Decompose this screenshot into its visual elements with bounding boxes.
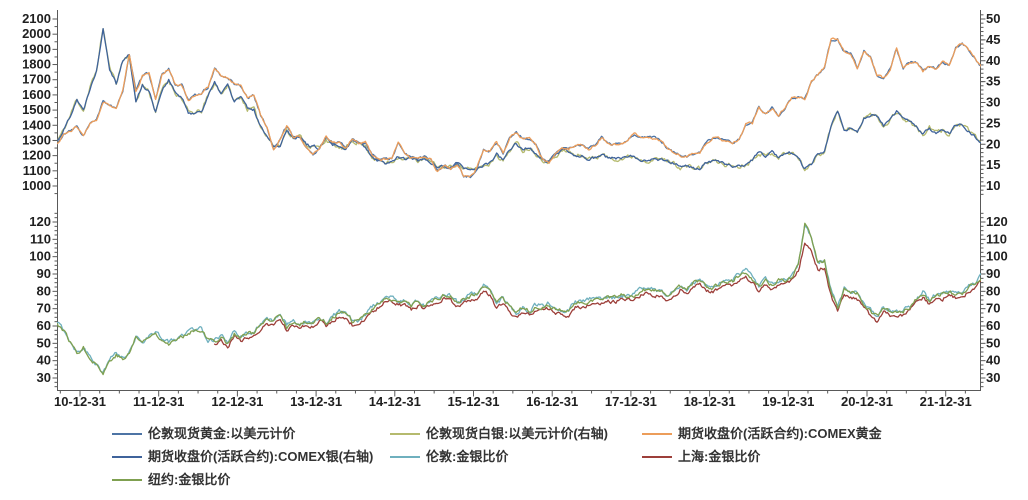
legend-item-london-silver: 伦敦现货白银:以美元计价(右轴)	[390, 423, 642, 444]
axis-tick-label: 90	[986, 266, 1000, 281]
legend-label: 伦敦现货黄金:以美元计价	[148, 426, 296, 441]
line-swatch-icon	[390, 432, 420, 435]
series-line-comex_silver	[57, 28, 981, 171]
series-line-london_ratio	[57, 224, 981, 374]
axis-tick-label: 50	[986, 11, 1000, 26]
series-line-london_gold	[57, 38, 981, 179]
axis-tick-label: 21-12-31	[920, 394, 972, 409]
legend-item-london-gold: 伦敦现货黄金:以美元计价	[112, 423, 390, 444]
axis-tick-label: 1800	[22, 57, 51, 72]
axis-tick-label: 40	[37, 353, 51, 368]
axis-tick-label: 1300	[22, 132, 51, 147]
line-swatch-icon	[390, 455, 420, 458]
axis-tick-label: 30	[37, 370, 51, 385]
axis-tick-label: 1700	[22, 72, 51, 87]
line-swatch-icon	[642, 432, 672, 435]
axis-tick-label: 13-12-31	[290, 394, 342, 409]
bottom_left-axis: 120 110 100 90 80 70 60 50 40 30	[29, 212, 58, 388]
bottom_right-axis: 120 110 100 90 80 70 60 50 40 30	[980, 212, 1008, 388]
axis-tick-label: 17-12-31	[605, 394, 657, 409]
legend-label: 纽约:金银比价	[148, 472, 231, 487]
axis-tick-label: 110	[30, 231, 51, 246]
legend-label: 伦敦现货白银:以美元计价(右轴)	[426, 426, 608, 441]
axis-tick-label: 14-12-31	[369, 394, 421, 409]
axis-tick-label: 80	[986, 283, 1000, 298]
axis-tick-label: 80	[37, 283, 51, 298]
legend-item-london-ratio: 伦敦:金银比价	[390, 446, 642, 467]
axis-tick-label: 90	[37, 266, 51, 281]
axis-tick-label: 10-12-31	[54, 394, 106, 409]
axis-tick-label: 120	[29, 214, 51, 229]
legend-item-comex-gold: 期货收盘价(活跃合约):COMEX黄金	[642, 423, 1028, 444]
axis-tick-label: 1200	[22, 148, 51, 163]
x-axis: 10-12-31 11-12-31 12-12-31 13-12-31 14-12-31…	[54, 390, 972, 409]
series-line-comex_gold	[57, 37, 981, 178]
legend-label: 期货收盘价(活跃合约):COMEX黄金	[678, 426, 882, 441]
axis-tick-label: 50	[986, 335, 1000, 350]
series-line-shanghai_ratio	[213, 242, 981, 349]
legend-item-ny-ratio: 纽约:金银比价	[112, 469, 390, 490]
axis-tick-label: 70	[986, 301, 1000, 316]
legend-label: 上海:金银比价	[678, 449, 761, 464]
legend-label: 期货收盘价(活跃合约):COMEX银(右轴)	[148, 449, 374, 464]
legend-item-shanghai-ratio: 上海:金银比价	[642, 446, 1028, 467]
series-line-ny_ratio	[57, 222, 981, 376]
axis-tick-label: 40	[986, 353, 1000, 368]
axis-tick-label: 2000	[22, 26, 51, 41]
axis-tick-label: 45	[986, 32, 1000, 47]
axis-tick-label: 1100	[23, 163, 51, 178]
axis-tick-label: 60	[986, 318, 1000, 333]
axis-tick-label: 11-12-31	[133, 394, 184, 409]
axis-tick-label: 1900	[22, 41, 51, 56]
axis-tick-label: 10	[986, 178, 1000, 193]
axis-tick-label: 40	[986, 53, 1000, 68]
top_left-axis: 2100200019001800170016001500140013001200…	[22, 11, 58, 195]
axis-tick-label: 1600	[22, 87, 51, 102]
axis-tick-label: 18-12-31	[684, 394, 736, 409]
top_right-axis: 50 45 40 35 30 25 20 15 10	[980, 11, 1000, 195]
axis-tick-label: 110	[986, 231, 1007, 246]
axis-tick-label: 1400	[22, 117, 51, 132]
axis-tick-label: 30	[986, 370, 1000, 385]
axis-tick-label: 100	[986, 249, 1008, 264]
legend-item-comex-silver: 期货收盘价(活跃合约):COMEX银(右轴)	[112, 446, 390, 467]
line-swatch-icon	[112, 478, 142, 481]
axis-tick-label: 15-12-31	[447, 394, 499, 409]
axis-tick-label: 15	[986, 157, 1000, 172]
axis-tick-label: 1000	[22, 178, 51, 193]
axis-tick-label: 100	[29, 249, 51, 264]
axis-tick-label: 20-12-31	[841, 394, 893, 409]
chart-legend: 伦敦现货黄金:以美元计价 伦敦现货白银:以美元计价(右轴) 期货收盘价(活跃合约…	[0, 423, 1028, 490]
line-swatch-icon	[642, 455, 672, 458]
axis-tick-label: 19-12-31	[762, 394, 814, 409]
axis-tick-label: 25	[986, 115, 1000, 130]
axis-tick-label: 16-12-31	[526, 394, 578, 409]
line-swatch-icon	[112, 432, 142, 435]
series-lines	[57, 28, 981, 376]
axis-tick-label: 35	[986, 74, 1000, 89]
axis-tick-label: 2100	[22, 11, 51, 26]
axis-tick-label: 12-12-31	[211, 394, 263, 409]
axis-tick-label: 30	[986, 95, 1000, 110]
axis-tick-label: 1500	[22, 102, 51, 117]
axis-tick-label: 120	[986, 214, 1008, 229]
axis-tick-label: 50	[37, 335, 51, 350]
axes	[57, 10, 981, 391]
line-swatch-icon	[112, 455, 142, 458]
axis-tick-label: 60	[37, 318, 51, 333]
legend-label: 伦敦:金银比价	[426, 449, 509, 464]
axis-tick-label: 70	[37, 301, 51, 316]
axis-tick-label: 20	[986, 136, 1000, 151]
